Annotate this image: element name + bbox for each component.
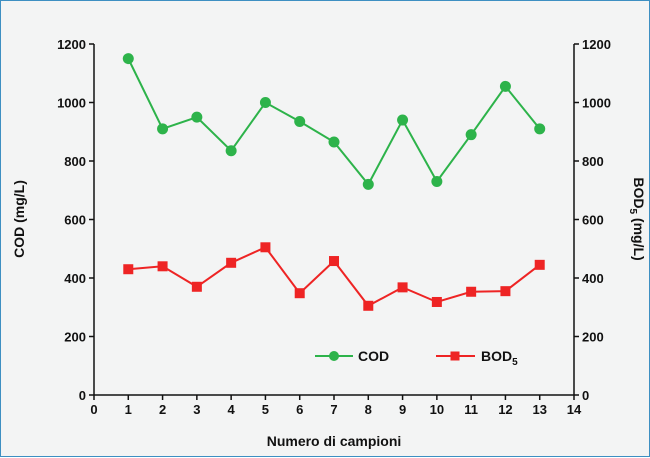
x-tick-label: 7 (330, 402, 337, 417)
x-tick-label: 5 (262, 402, 269, 417)
x-tick-label: 13 (532, 402, 546, 417)
data-point-bod5 (431, 296, 442, 307)
y-tick-label-right: 200 (582, 330, 604, 345)
x-tick-label: 4 (228, 402, 236, 417)
y-tick-label-left: 1200 (57, 37, 86, 52)
x-tick-label: 6 (296, 402, 303, 417)
data-point-cod (259, 97, 271, 108)
data-point-cod (534, 123, 546, 135)
legend: COD BOD5 (315, 348, 518, 368)
y-tick-label-right: 400 (582, 271, 604, 286)
legend-bod5-label-subscript: 5 (512, 357, 518, 368)
legend-bod5-label: BOD5 (481, 348, 518, 368)
data-point-cod (431, 175, 443, 187)
x-tick-label: 10 (430, 402, 444, 417)
y-tick-label-left: 1000 (57, 96, 86, 111)
x-tick-label: 8 (365, 402, 372, 417)
data-point-bod5 (191, 281, 202, 292)
x-tick-label: 1 (125, 402, 132, 417)
data-point-bod5 (294, 288, 305, 299)
x-axis-title: Numero di campioni (267, 433, 402, 449)
legend-bod5-label-main: BOD (481, 348, 512, 364)
legend-cod-marker (329, 351, 339, 361)
y-tick-label-left: 0 (79, 388, 86, 403)
axes (93, 44, 575, 396)
x-tick-label: 3 (193, 402, 200, 417)
y-tick-label-left: 400 (64, 271, 86, 286)
data-point-bod5 (363, 300, 374, 311)
series-line-cod (127, 58, 541, 187)
data-point-bod5 (466, 286, 477, 297)
y-axis-title-left: COD (mg/L) (11, 180, 27, 258)
data-point-cod (191, 111, 203, 123)
y-axis-title-right: BOD5 (mg/L) (627, 177, 647, 260)
y-tick-label-left: 600 (64, 213, 86, 228)
data-point-cod (328, 136, 340, 148)
legend-cod-label: COD (358, 348, 389, 364)
x-tick-label: 11 (464, 402, 478, 417)
y-tick-label-right: 800 (582, 154, 604, 169)
x-tick-label: 12 (498, 402, 512, 417)
y-axis-title-right-suffix: (mg/L) (631, 214, 647, 261)
x-tick-label: 2 (159, 402, 166, 417)
y-tick-label-right: 600 (582, 213, 604, 228)
data-point-bod5 (157, 261, 168, 272)
data-point-cod (465, 129, 477, 141)
data-point-cod (122, 53, 134, 65)
y-axis-title-right-main: BOD (631, 177, 647, 208)
x-tick-label: 0 (90, 402, 97, 417)
data-point-cod (225, 145, 237, 157)
data-point-bod5 (397, 282, 408, 293)
y-axis-title-right-subscript: 5 (627, 208, 638, 214)
data-point-cod (362, 178, 374, 190)
data-point-cod (499, 80, 511, 92)
y-tick-label-right: 1000 (582, 96, 611, 111)
data-point-cod (397, 114, 409, 126)
data-point-bod5 (500, 286, 511, 297)
data-point-bod5 (260, 242, 271, 253)
legend-item-bod5: BOD5 (436, 348, 518, 368)
x-tick-label: 9 (399, 402, 406, 417)
series-layer (122, 53, 546, 311)
y-tick-label-left: 800 (64, 154, 86, 169)
y-tick-label-left: 200 (64, 330, 86, 345)
legend-item-cod: COD (315, 348, 389, 364)
data-point-cod (294, 116, 306, 128)
data-point-bod5 (226, 257, 237, 268)
data-point-cod (157, 123, 169, 135)
data-point-bod5 (329, 256, 339, 267)
x-tick-label: 14 (567, 402, 582, 417)
legend-cod-label-main: COD (358, 348, 389, 364)
data-point-bod5 (534, 259, 545, 270)
y-tick-label-right: 1200 (582, 37, 611, 52)
y-tick-label-right: 0 (582, 388, 589, 403)
legend-bod5-marker (450, 351, 460, 361)
data-point-bod5 (123, 264, 134, 275)
